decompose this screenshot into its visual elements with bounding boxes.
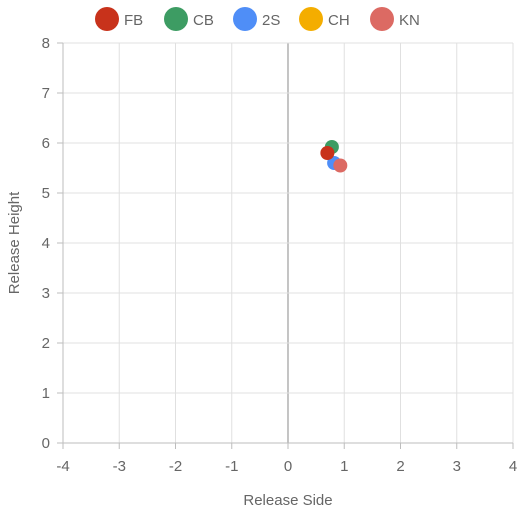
legend-label: FB bbox=[124, 12, 143, 29]
x-tick-label: 4 bbox=[509, 458, 517, 475]
legend-item-cb[interactable]: CB bbox=[164, 7, 214, 31]
legend-item-2s[interactable]: 2S bbox=[233, 7, 280, 31]
x-tick-label: -4 bbox=[56, 458, 69, 475]
axes: -4 -3 -2 -1 0 1 2 3 4 0 1 2 3 4 5 6 7 8 bbox=[42, 35, 518, 475]
legend-label: CB bbox=[193, 12, 214, 29]
y-tick-label: 7 bbox=[42, 85, 50, 102]
data-point-kn[interactable] bbox=[333, 158, 348, 173]
y-tick-label: 4 bbox=[42, 235, 50, 252]
data-points bbox=[320, 140, 348, 173]
y-tick-label: 0 bbox=[42, 435, 50, 452]
x-tick-label: 3 bbox=[453, 458, 461, 475]
x-tick-label: 2 bbox=[396, 458, 404, 475]
x-tick-label: 1 bbox=[340, 458, 348, 475]
y-tick-label: 8 bbox=[42, 35, 50, 52]
x-tick-label: -3 bbox=[113, 458, 126, 475]
y-tick-label: 1 bbox=[42, 385, 50, 402]
legend-swatch bbox=[370, 7, 394, 31]
legend-item-fb[interactable]: FB bbox=[95, 7, 143, 31]
y-tick-label: 2 bbox=[42, 335, 50, 352]
legend-item-kn[interactable]: KN bbox=[370, 7, 420, 31]
legend-swatch bbox=[299, 7, 323, 31]
grid bbox=[62, 42, 514, 444]
data-point-fb[interactable] bbox=[320, 146, 335, 160]
legend: FB CB 2S CH KN bbox=[95, 7, 420, 31]
legend-label: KN bbox=[399, 12, 420, 29]
x-tick-label: -2 bbox=[169, 458, 182, 475]
legend-swatch bbox=[233, 7, 257, 31]
legend-swatch bbox=[95, 7, 119, 31]
x-tick-label: 0 bbox=[284, 458, 292, 475]
y-tick-label: 6 bbox=[42, 135, 50, 152]
y-tick-label: 3 bbox=[42, 285, 50, 302]
x-axis-title: Release Side bbox=[243, 492, 332, 509]
legend-swatch bbox=[164, 7, 188, 31]
legend-item-ch[interactable]: CH bbox=[299, 7, 350, 31]
legend-label: CH bbox=[328, 12, 350, 29]
x-tick-label: -1 bbox=[225, 458, 238, 475]
legend-label: 2S bbox=[262, 12, 280, 29]
y-tick-label: 5 bbox=[42, 185, 50, 202]
y-axis-title: Release Height bbox=[6, 191, 23, 294]
